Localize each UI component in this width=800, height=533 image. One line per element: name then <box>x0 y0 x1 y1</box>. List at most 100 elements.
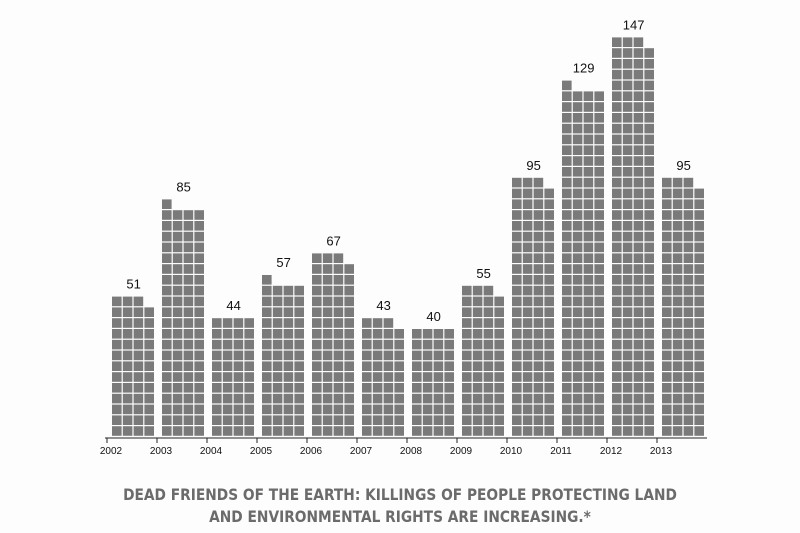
unit-square <box>122 329 133 339</box>
unit-square <box>544 307 554 317</box>
unit-square <box>444 404 454 415</box>
unit-square <box>594 372 604 382</box>
unit-square <box>333 361 344 371</box>
unit-square <box>272 285 283 296</box>
unit-square <box>522 242 533 253</box>
unit-square <box>422 339 433 350</box>
unit-square <box>462 339 472 350</box>
unit-square <box>533 426 544 436</box>
unit-square <box>612 339 622 350</box>
unit-square <box>312 404 322 415</box>
unit-square <box>444 329 454 339</box>
unit-square <box>362 361 372 371</box>
unit-square <box>533 339 544 350</box>
unit-square <box>512 264 522 274</box>
unit-square <box>544 296 554 307</box>
unit-square <box>583 275 594 285</box>
unit-square <box>612 426 622 436</box>
unit-square <box>662 339 672 350</box>
unit-square <box>172 210 183 220</box>
unit-square <box>562 372 572 382</box>
unit-square <box>562 188 572 199</box>
unit-square <box>583 318 594 328</box>
unit-square <box>644 275 654 285</box>
unit-square <box>194 339 204 350</box>
unit-square <box>594 199 604 209</box>
unit-square <box>412 361 422 371</box>
unit-square <box>162 242 172 253</box>
unit-square <box>522 307 533 317</box>
unit-square <box>344 275 354 285</box>
unit-square <box>694 253 704 263</box>
unit-square <box>612 199 622 209</box>
unit-square <box>283 415 294 425</box>
unit-square <box>612 285 622 296</box>
unit-square <box>462 296 472 307</box>
unit-square <box>683 415 694 425</box>
unit-square <box>572 253 583 263</box>
unit-square <box>144 426 154 436</box>
unit-square <box>644 415 654 425</box>
unit-square <box>562 242 572 253</box>
unit-square <box>562 307 572 317</box>
unit-square <box>262 307 272 317</box>
unit-square <box>562 285 572 296</box>
x-tick-label: 2002 <box>100 446 123 457</box>
unit-square <box>112 361 122 371</box>
unit-square <box>544 221 554 231</box>
unit-square <box>572 102 583 112</box>
unit-square <box>533 372 544 382</box>
unit-square <box>344 426 354 436</box>
unit-square <box>583 199 594 209</box>
unit-square <box>183 404 194 415</box>
unit-square <box>622 242 633 253</box>
unit-square <box>694 339 704 350</box>
unit-square <box>333 296 344 307</box>
unit-square <box>112 329 122 339</box>
unit-square <box>633 383 644 393</box>
unit-square <box>622 329 633 339</box>
unit-square <box>594 221 604 231</box>
unit-square <box>172 285 183 296</box>
unit-square <box>533 221 544 231</box>
unit-square <box>322 383 333 393</box>
x-tick-label: 2004 <box>200 446 223 457</box>
unit-square <box>533 307 544 317</box>
unit-square <box>533 210 544 220</box>
unit-square <box>183 253 194 263</box>
unit-square <box>172 307 183 317</box>
unit-square <box>612 113 622 123</box>
unit-square <box>533 329 544 339</box>
unit-square <box>133 393 144 404</box>
unit-square <box>322 426 333 436</box>
unit-square <box>622 210 633 220</box>
unit-square <box>472 339 483 350</box>
unit-square <box>312 426 322 436</box>
unit-square <box>583 231 594 242</box>
unit-square <box>212 318 222 328</box>
unit-square <box>162 393 172 404</box>
unit-square <box>172 264 183 274</box>
unit-square <box>583 415 594 425</box>
unit-square <box>383 329 394 339</box>
unit-square <box>383 383 394 393</box>
unit-square <box>612 393 622 404</box>
unit-square <box>494 361 504 371</box>
unit-square <box>522 415 533 425</box>
value-label: 85 <box>176 179 190 194</box>
unit-square <box>572 199 583 209</box>
unit-square <box>622 404 633 415</box>
unit-square <box>522 339 533 350</box>
unit-square <box>612 188 622 199</box>
unit-square <box>533 318 544 328</box>
unit-square <box>672 275 683 285</box>
unit-square <box>312 329 322 339</box>
unit-square <box>172 350 183 361</box>
unit-square <box>372 383 383 393</box>
value-label: 57 <box>276 255 290 270</box>
unit-square <box>212 404 222 415</box>
unit-square <box>583 393 594 404</box>
unit-square <box>522 199 533 209</box>
unit-square <box>222 350 233 361</box>
unit-square <box>633 242 644 253</box>
